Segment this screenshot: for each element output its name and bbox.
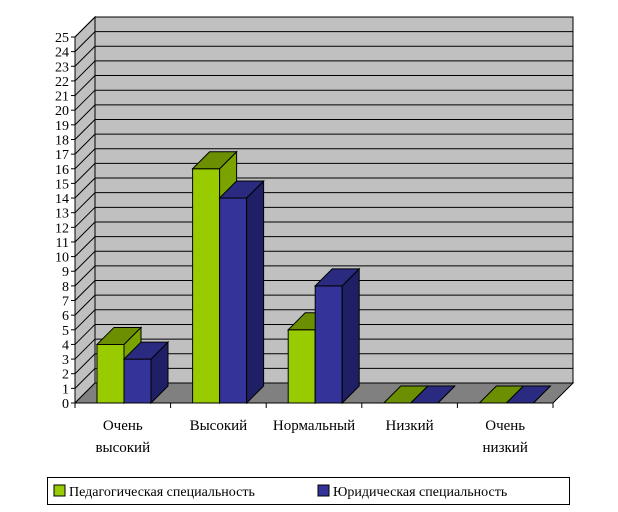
y-tick-label: 13 (55, 207, 69, 222)
bar-front-face (219, 197, 248, 404)
gridline (74, 323, 573, 345)
x-category-label: Высокий (190, 418, 248, 434)
y-tick-label: 9 (62, 265, 69, 280)
x-axis: Очень высокий Высокий Нормальный Низкий Очень… (74, 402, 554, 456)
gridline (74, 16, 573, 38)
gridline (74, 148, 573, 170)
y-tick-label: 7 (62, 295, 69, 310)
gridline (74, 250, 573, 272)
y-tick-label: 6 (62, 309, 69, 324)
y-tick-label: 14 (55, 192, 69, 207)
y-tick-label: 17 (55, 148, 69, 163)
y-tick-label: 21 (55, 90, 69, 105)
gridline (74, 60, 573, 82)
legend: Педагогическая специальность Юридическая… (47, 477, 570, 505)
y-tick-label: 23 (55, 60, 69, 75)
y-tick-label: 3 (62, 353, 69, 368)
bar-legal (313, 267, 361, 405)
x-category-label: Низкий (386, 418, 434, 434)
bar-front-face (96, 343, 125, 404)
gridline (74, 118, 573, 140)
bar-front-face (287, 329, 316, 404)
gridline (74, 221, 573, 243)
y-tick-label: 18 (55, 133, 69, 148)
y-tick-label: 12 (55, 221, 69, 236)
legend-label-legal: Юридическая специальность (333, 485, 507, 500)
y-tick-label: 22 (55, 75, 69, 90)
gridline (74, 265, 573, 287)
y-tick-label: 2 (62, 368, 69, 383)
gridline (74, 45, 573, 67)
y-tick-label: 24 (55, 46, 69, 61)
gridline (74, 367, 573, 389)
bar-legal (218, 179, 265, 405)
x-category-label: низкий (483, 440, 528, 456)
y-tick-label: 8 (62, 280, 69, 295)
y-tick-label: 1 (62, 382, 69, 397)
gridline (74, 75, 573, 96)
gridline (74, 294, 573, 316)
bar-top-face (122, 341, 170, 360)
y-tick-label: 20 (55, 104, 69, 119)
bar-side-face (246, 179, 265, 405)
y-tick-label: 4 (62, 338, 69, 353)
legend-frame (47, 477, 570, 505)
x-category-label: Нормальный (273, 418, 355, 434)
bar-front-face (192, 168, 221, 404)
gridline (74, 353, 573, 375)
y-tick-label: 5 (62, 324, 69, 339)
gridline (74, 177, 573, 199)
x-category-label: Очень (103, 418, 143, 434)
y-tick-label: 19 (55, 119, 69, 134)
chart-bars (95, 150, 552, 405)
gridline (74, 309, 573, 331)
x-category-label: высокий (95, 440, 150, 456)
bar-top-face (191, 151, 238, 170)
y-tick-label: 16 (55, 163, 69, 178)
y-tick-label: 0 (62, 397, 69, 412)
gridline (74, 104, 573, 126)
bar-top-face (218, 180, 265, 199)
bar-top-face (95, 326, 143, 345)
gridline (74, 236, 573, 257)
gridline (74, 280, 573, 301)
bar-front-face (314, 285, 343, 404)
legend-swatch-pedagogical (53, 484, 66, 497)
gridline (74, 133, 573, 155)
gridline (74, 89, 573, 111)
gridline (74, 31, 573, 52)
y-tick-label: 15 (55, 177, 69, 192)
gridline (74, 206, 573, 228)
gridline (74, 162, 573, 184)
x-category-label: Очень (485, 418, 525, 434)
legend-label-pedagogical: Педагогическая специальность (69, 485, 255, 500)
y-tick-label: 11 (56, 236, 69, 251)
gridline (74, 192, 573, 214)
bar-legal (122, 340, 170, 405)
y-tick-label: 25 (55, 31, 69, 46)
bar-side-face (341, 267, 360, 405)
bar-front-face (123, 358, 152, 404)
y-axis: 0123456789101112131415161718192021222324… (55, 31, 76, 412)
legend-swatch-legal (317, 484, 330, 497)
bar-top-face (313, 268, 361, 287)
gridline (74, 338, 573, 360)
y-tick-label: 10 (55, 251, 69, 266)
